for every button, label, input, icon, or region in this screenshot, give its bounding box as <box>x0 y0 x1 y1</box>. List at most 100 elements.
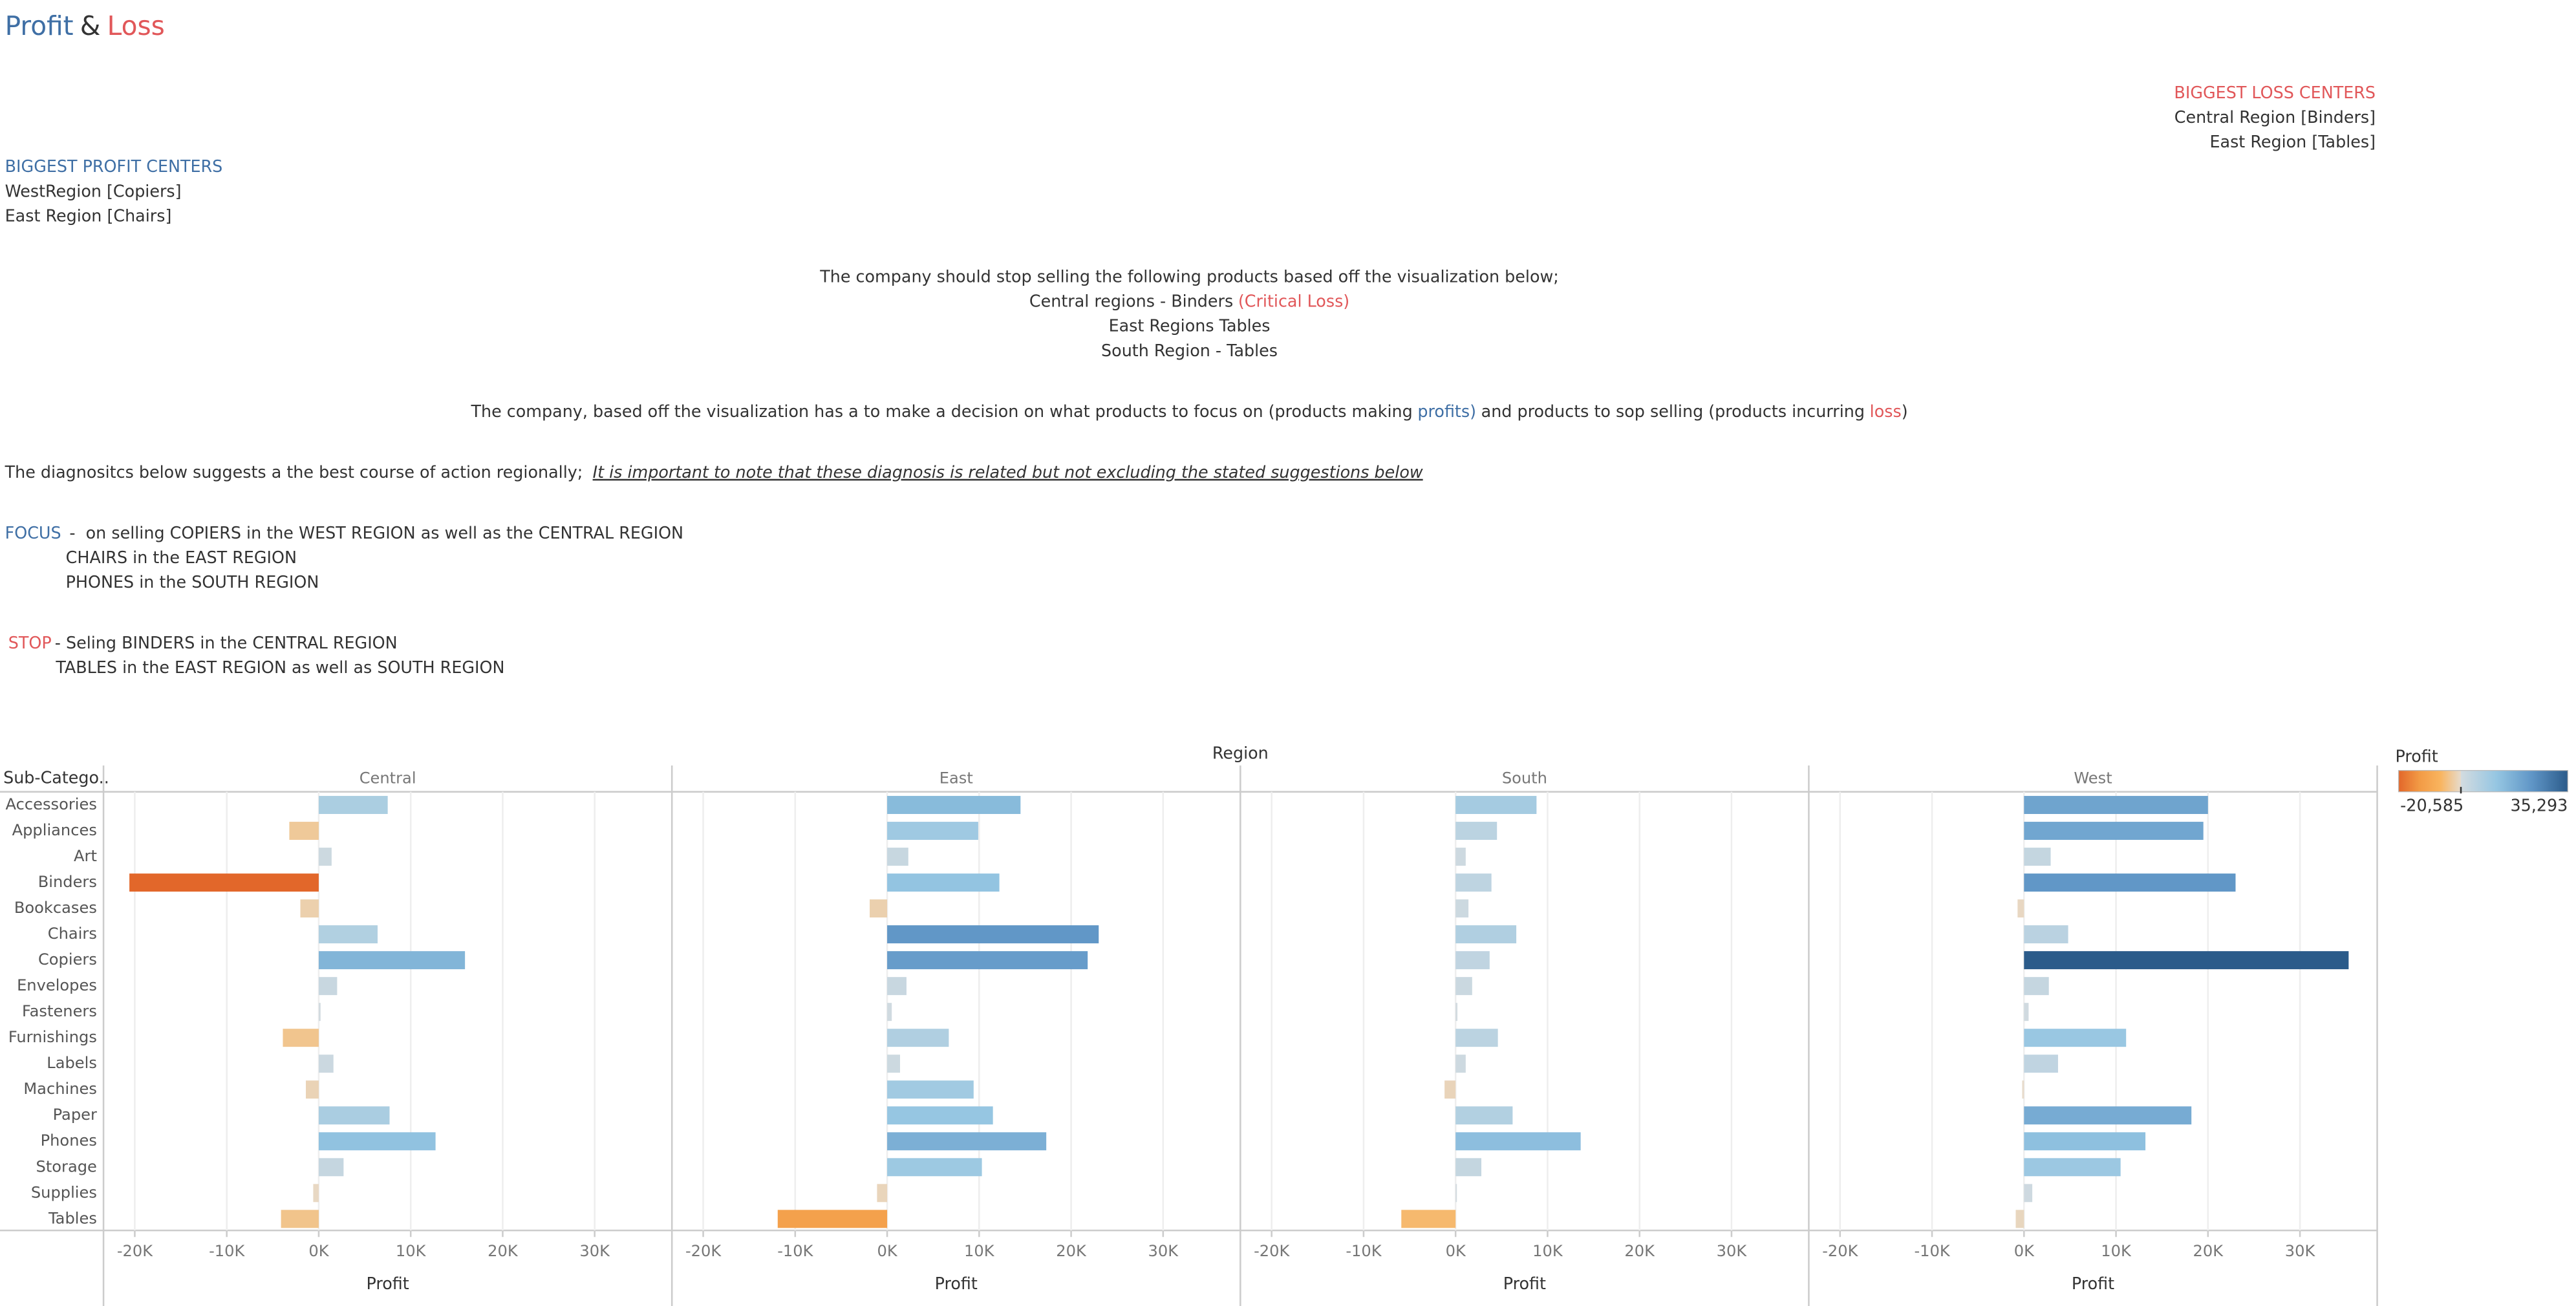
bar <box>1455 899 1469 918</box>
bar <box>1455 1184 1457 1203</box>
panel-header: West <box>2074 769 2112 787</box>
stop-line: TABLES in the EAST REGION as well as SOU… <box>55 658 504 677</box>
bar <box>2024 1029 2127 1047</box>
bar <box>318 925 378 944</box>
bar <box>283 1029 319 1047</box>
bar <box>1455 1003 1458 1022</box>
category-label: Paper <box>53 1106 97 1124</box>
bar <box>318 1132 436 1151</box>
x-tick-label: -10K <box>1914 1242 1950 1260</box>
bar <box>887 796 1021 814</box>
category-label: Furnishings <box>8 1028 97 1046</box>
x-tick-label: 20K <box>1056 1242 1087 1260</box>
category-label: Bookcases <box>14 899 97 917</box>
bar <box>1455 1132 1581 1151</box>
category-label: Chairs <box>48 925 97 943</box>
category-label: Accessories <box>6 795 97 813</box>
bar <box>2024 951 2349 970</box>
bar <box>887 873 1000 892</box>
bar <box>1401 1210 1456 1228</box>
legend-bar <box>2398 770 2568 793</box>
category-label: Tables <box>48 1209 97 1227</box>
x-tick-label: 30K <box>2285 1242 2316 1260</box>
bar <box>318 848 332 866</box>
category-label: Supplies <box>31 1183 97 1201</box>
bar <box>1455 951 1490 970</box>
decision-line: The company, based off the visualization… <box>471 401 1908 421</box>
x-tick-label: 20K <box>2193 1242 2224 1260</box>
bar <box>2024 1054 2058 1073</box>
x-tick-label: 10K <box>964 1242 995 1260</box>
x-tick-label: -20K <box>117 1242 153 1260</box>
bar <box>300 899 319 918</box>
bar <box>1455 1106 1513 1125</box>
bar <box>1455 822 1497 840</box>
title-part: Profit <box>5 10 74 41</box>
bar <box>887 1080 974 1099</box>
category-label: Appliances <box>12 821 97 839</box>
category-label: Envelopes <box>17 976 97 994</box>
bar <box>2024 796 2208 814</box>
x-tick-label: 0K <box>1446 1242 1466 1260</box>
row-header: Sub-Catego.. <box>3 767 109 787</box>
loss-item: East Region [Tables] <box>2209 132 2376 151</box>
recommendation-line: East Regions Tables <box>1109 316 1271 336</box>
category-label: Copiers <box>38 950 97 969</box>
recommendation-line: The company should stop selling the foll… <box>819 266 1559 286</box>
profit-heading: BIGGEST PROFIT CENTERS <box>5 156 223 176</box>
bar <box>777 1210 888 1228</box>
bar <box>318 1003 321 1022</box>
critical-note: (Critical Loss) <box>1238 292 1349 311</box>
diagnostics-note: It is important to note that these diagn… <box>593 462 1423 482</box>
x-tick-label: 0K <box>2014 1242 2035 1260</box>
x-tick-label: 10K <box>396 1242 427 1260</box>
x-tick-label: 20K <box>488 1242 519 1260</box>
title-part: Loss <box>107 10 165 41</box>
bar <box>306 1080 319 1099</box>
decision-text: ) <box>1902 401 1908 421</box>
x-tick-label: -10K <box>209 1242 245 1260</box>
stop-line: STOP - Seling BINDERS in the CENTRAL REGI… <box>8 633 398 652</box>
category-label: Art <box>74 847 97 865</box>
bar <box>887 1054 900 1073</box>
focus-line: FOCUS - on selling COPIERS in the WEST RE… <box>5 523 683 542</box>
recommendation-line: Central regions - Binders (Critical Loss) <box>1029 292 1349 311</box>
title: Profit & Loss <box>5 10 165 41</box>
bar <box>318 1158 344 1177</box>
bar <box>887 1158 982 1177</box>
category-label: Fasteners <box>22 1002 97 1020</box>
recommendation-text: Central regions - Binders <box>1029 292 1233 311</box>
x-tick-label: 30K <box>579 1242 610 1260</box>
category-label: Binders <box>38 873 97 891</box>
bar <box>2024 848 2051 866</box>
bar <box>1455 925 1517 944</box>
bar <box>887 848 908 866</box>
focus-line: CHAIRS in the EAST REGION <box>66 548 297 567</box>
x-tick-label: 0K <box>308 1242 329 1260</box>
bar <box>1455 796 1537 814</box>
bar <box>887 1003 892 1022</box>
x-tick-label: 0K <box>877 1242 897 1260</box>
bar <box>2024 873 2236 892</box>
category-label: Phones <box>41 1131 97 1150</box>
x-tick-label: 10K <box>1532 1242 1563 1260</box>
recommendation-line: South Region - Tables <box>1101 341 1278 360</box>
bar <box>887 925 1099 944</box>
bar <box>2024 1132 2146 1151</box>
decision-text: and products to sop selling (products in… <box>1481 401 1865 421</box>
x-tick-label: -20K <box>685 1242 722 1260</box>
panel-header: South <box>1502 769 1547 787</box>
bar <box>2024 1003 2029 1022</box>
bar <box>2015 1210 2024 1228</box>
decision-loss: loss <box>1870 401 1902 421</box>
bar <box>318 977 338 996</box>
stop-label: STOP <box>8 633 52 652</box>
bar <box>870 899 888 918</box>
bar <box>887 977 907 996</box>
x-axis-title: Profit <box>935 1274 978 1293</box>
stop-text: - Seling BINDERS in the CENTRAL REGION <box>55 633 398 652</box>
diagnostics-text: The diagnositcs below suggests a the bes… <box>5 462 583 482</box>
focus-text: - on selling COPIERS in the WEST REGION … <box>69 523 683 542</box>
